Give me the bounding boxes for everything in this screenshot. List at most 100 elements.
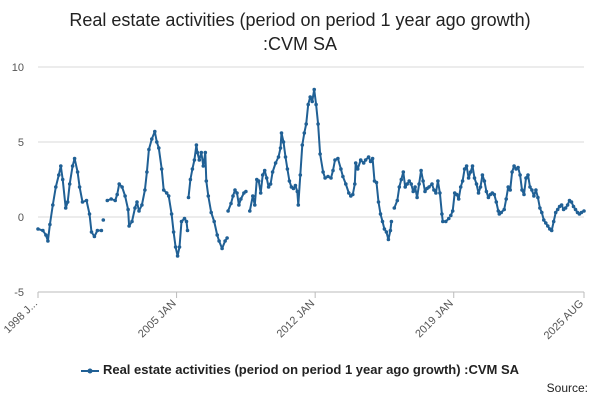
data-point-7-4 [456,197,461,201]
data-point-6-19 [432,188,436,192]
data-point-3-10 [204,179,209,183]
data-point-5-17 [283,155,288,159]
series-line-segment-2 [106,130,189,257]
data-point-3-14 [215,233,219,237]
data-point-2-22 [161,188,166,192]
data-point-6-20 [434,191,438,195]
data-point-5-11 [270,170,275,174]
data-point-5-60 [376,200,381,204]
data-point-6-26 [447,216,451,221]
data-point-0-4 [48,222,52,227]
data-point-0-2 [44,233,48,237]
data-point-2-28 [175,254,180,258]
data-point-5-56 [368,159,373,164]
data-point-2-10 [133,206,137,210]
data-point-8-13 [526,173,530,177]
data-point-2-24 [166,194,171,198]
data-point-6-9 [411,189,416,194]
data-point-8-30 [559,203,564,207]
data-point-8-40 [579,210,584,215]
data-point-2-17 [150,137,154,141]
data-point-0-10 [63,206,68,210]
data-point-8-41 [582,209,586,213]
data-point-3-8 [201,164,206,168]
data-point-6-14 [421,179,425,183]
data-point-5-30 [308,95,313,99]
data-point-0-18 [84,198,89,203]
data-point-5-36 [321,170,325,174]
data-point-0-1 [41,228,45,233]
x-tick-label-2: 2012 JAN [275,298,318,341]
data-point-5-32 [312,87,317,92]
data-point-0-22 [95,228,100,233]
data-point-8-15 [530,188,534,192]
data-point-6-8 [409,182,414,186]
data-point-2-33 [185,228,190,233]
data-point-0-8 [59,164,63,168]
data-point-5-41 [333,158,337,162]
data-point-7-10 [468,170,473,174]
data-point-8-20 [540,210,544,215]
data-point-5-33 [314,102,318,107]
data-point-6-13 [419,168,423,173]
data-point-2-18 [153,129,157,134]
data-point-6-24 [441,219,445,224]
chart-title-line2: :CVM SA [262,34,337,54]
y-tick-label-0: -5 [14,287,24,299]
data-point-3-16 [220,246,224,251]
series-line-segment-0 [37,157,102,242]
data-point-0-9 [60,177,65,182]
source-text: Source: [546,381,588,395]
data-point-8-18 [536,195,540,200]
data-point-2-19 [155,140,159,144]
data-point-8-27 [553,210,558,215]
data-point-5-0 [248,209,252,213]
data-point-3-5 [195,150,200,155]
data-point-3-1 [188,177,193,182]
chart-legend[interactable]: Real estate activities (period on period… [0,362,600,377]
data-point-8-21 [542,218,546,222]
data-point-5-19 [287,179,292,183]
data-point-5-1 [251,194,255,198]
data-point-4-3 [233,188,237,192]
data-point-5-5 [258,191,263,195]
data-point-6-15 [423,189,427,194]
data-point-3-11 [206,194,211,198]
data-point-5-62 [380,219,385,224]
chart-title-line1: Real estate activities (period on period… [69,10,531,30]
x-tick-label-1: 2005 JAN [136,298,179,341]
data-point-5-48 [351,192,355,197]
data-point-0-20 [89,230,94,234]
data-point-5-46 [347,191,351,195]
data-point-2-11 [135,200,139,204]
data-point-2-27 [173,245,178,249]
data-point-7-24 [496,209,501,213]
data-point-2-9 [130,219,134,224]
data-point-8-0 [499,210,504,215]
data-point-3-12 [209,210,213,215]
data-point-5-24 [296,203,301,207]
data-point-2-30 [179,219,184,224]
data-point-5-15 [279,131,284,135]
data-point-6-25 [444,219,448,224]
data-point-7-19 [486,195,491,200]
data-point-7-0 [449,213,453,218]
data-point-2-25 [169,212,174,216]
data-point-6-6 [405,182,410,186]
data-point-6-7 [407,179,412,183]
data-point-3-2 [190,167,195,171]
data-point-5-44 [341,174,345,179]
data-point-2-13 [140,203,144,207]
data-point-4-6 [239,197,243,201]
data-point-7-11 [470,164,475,168]
data-point-8-37 [573,207,578,212]
data-point-5-67 [389,219,394,224]
data-point-6-17 [427,185,431,189]
legend-label: Real estate activities (period on period… [102,362,520,377]
data-point-3-13 [212,219,216,224]
data-point-6-4 [401,170,406,174]
data-point-0-7 [57,173,61,177]
data-point-5-42 [336,156,340,161]
data-point-0-6 [54,185,58,189]
data-point-0-5 [51,203,55,207]
